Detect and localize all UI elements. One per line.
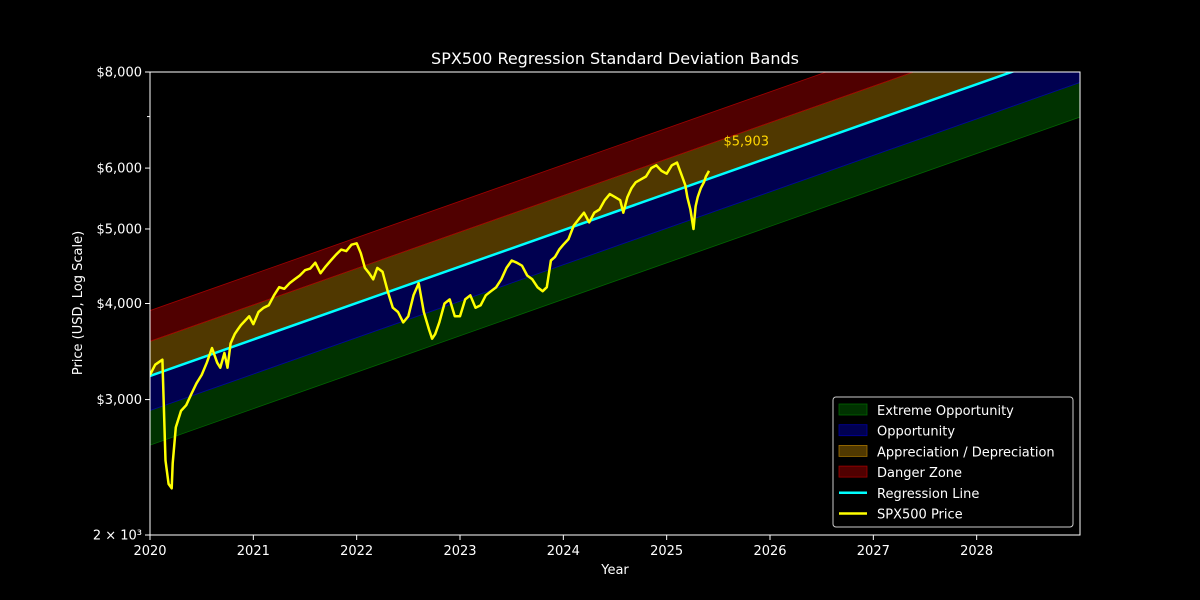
legend-swatch [838, 424, 868, 437]
legend-label: Extreme Opportunity [877, 404, 1014, 419]
x-tick-label: 2023 [443, 544, 476, 559]
legend-swatch [838, 444, 868, 457]
chart-title: SPX500 Regression Standard Deviation Ban… [431, 49, 799, 68]
y-tick-label: $6,000 [97, 162, 143, 177]
x-tick-label: 2027 [857, 544, 890, 559]
y-tick-label: $4,000 [97, 297, 143, 312]
regression-line [150, 72, 1016, 378]
x-tick-label: 2026 [753, 544, 786, 559]
legend-label: Danger Zone [877, 466, 962, 481]
band-danger-zone [150, 72, 915, 342]
x-axis: 2020 2021 2022 2023 2024 2025 2026 2027 2028 [133, 535, 993, 559]
legend-label: SPX500 Price [877, 508, 963, 523]
legend-swatch [838, 403, 868, 416]
y-tick-label: $3,000 [97, 393, 143, 408]
x-axis-label: Year [600, 563, 629, 578]
x-tick-label: 2024 [547, 544, 580, 559]
last-price-annotation: $5,903 [724, 134, 770, 149]
y-tick-label: $5,000 [97, 222, 143, 237]
y-tick-label: $8,000 [97, 66, 143, 81]
x-tick-label: 2028 [960, 544, 993, 559]
y-tick-label: 2 × 10³ [93, 529, 142, 544]
y-axis-label: Price (USD, Log Scale) [71, 231, 86, 375]
band-opportunity [150, 72, 1080, 411]
x-tick-label: 2020 [133, 544, 166, 559]
price-line [150, 161, 711, 490]
legend-label: Regression Line [877, 487, 979, 502]
legend-box [832, 396, 1074, 528]
legend-label: Appreciation / Depreciation [877, 445, 1055, 460]
x-tick-label: 2025 [650, 544, 683, 559]
legend-swatch [838, 465, 868, 478]
legend: Extreme Opportunity Opportunity Appreciati… [832, 396, 1074, 528]
lines-layer [150, 72, 1016, 490]
x-tick-label: 2021 [237, 544, 270, 559]
x-tick-label: 2022 [340, 544, 373, 559]
legend-label: Opportunity [877, 425, 955, 440]
band-extreme-opportunity [150, 82, 1080, 446]
y-axis: 2 × 10³ $3,000 $4,000 $5,000 $6,000 $8,000 [93, 66, 150, 544]
